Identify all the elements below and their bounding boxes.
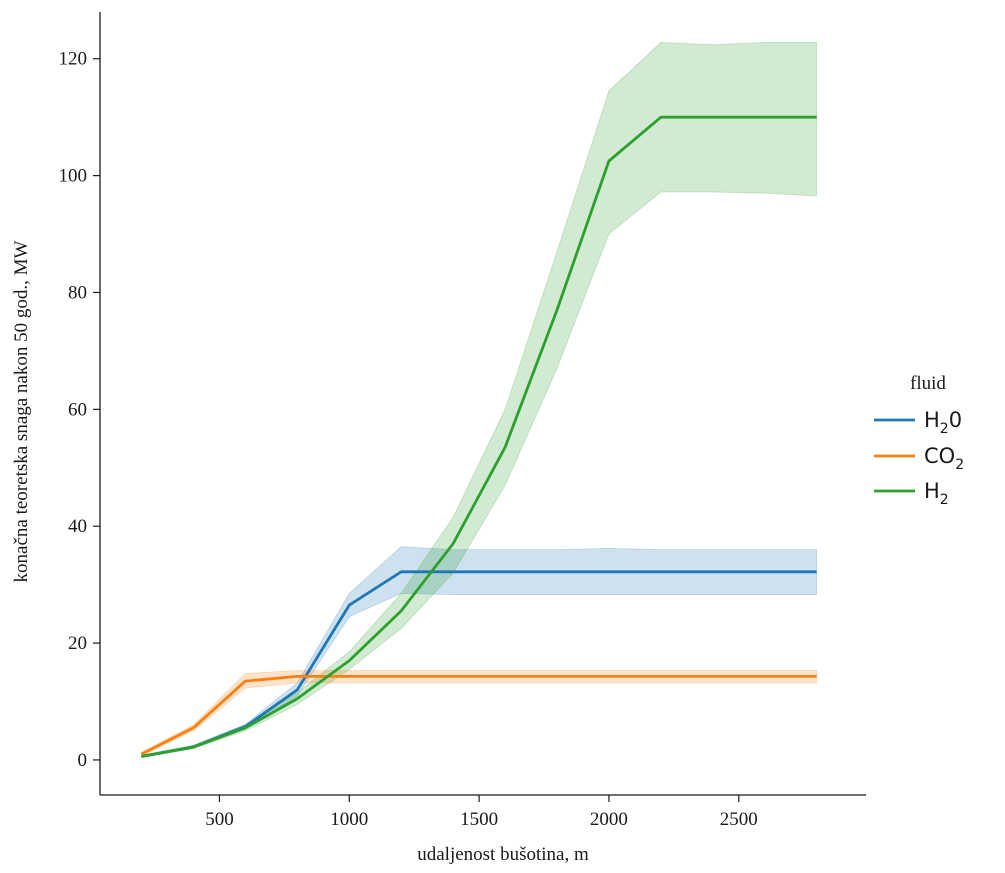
series-line-co2	[140, 675, 817, 756]
y-tick-label: 60	[68, 399, 87, 420]
x-tick-label: 2500	[720, 809, 758, 830]
legend-label: H20	[924, 408, 962, 437]
legend: fluid H20 CO2 H2	[874, 373, 964, 508]
x-tick-label: 1000	[330, 809, 368, 830]
series-line-h2	[141, 115, 817, 758]
y-tick-label: 40	[68, 516, 87, 537]
x-axis-label: udaljenost bušotina, m	[417, 844, 589, 865]
axes: 500 1000 1500 2000 2500 0 20 40 60 80 100 120 udal…	[11, 12, 866, 865]
confidence-band-h2	[141, 41, 818, 759]
legend-entries: H20 CO2 H2	[874, 408, 964, 508]
legend-label: CO2	[924, 444, 964, 473]
confidence-bands	[141, 41, 818, 759]
series-lines	[140, 115, 817, 758]
x-tick-label: 1500	[460, 809, 498, 830]
y-tick-label: 20	[68, 633, 87, 654]
confidence-band-co2	[141, 670, 818, 757]
series-line-h2o	[141, 570, 817, 758]
y-axis-ticks: 0 20 40 60 80 100 120	[59, 49, 100, 771]
legend-title: fluid	[910, 373, 946, 394]
y-axis-label: konačna teoretska snaga nakon 50 god., M…	[11, 240, 32, 582]
x-axis-ticks: 500 1000 1500 2000 2500	[205, 795, 758, 830]
x-tick-label: 2000	[590, 809, 628, 830]
y-tick-label: 80	[68, 282, 87, 303]
confidence-band-h2o	[141, 546, 818, 759]
legend-label: H2	[924, 479, 949, 508]
x-tick-label: 500	[205, 809, 234, 830]
y-tick-label: 0	[78, 750, 88, 771]
y-tick-label: 120	[59, 49, 88, 70]
y-tick-label: 100	[59, 166, 88, 187]
